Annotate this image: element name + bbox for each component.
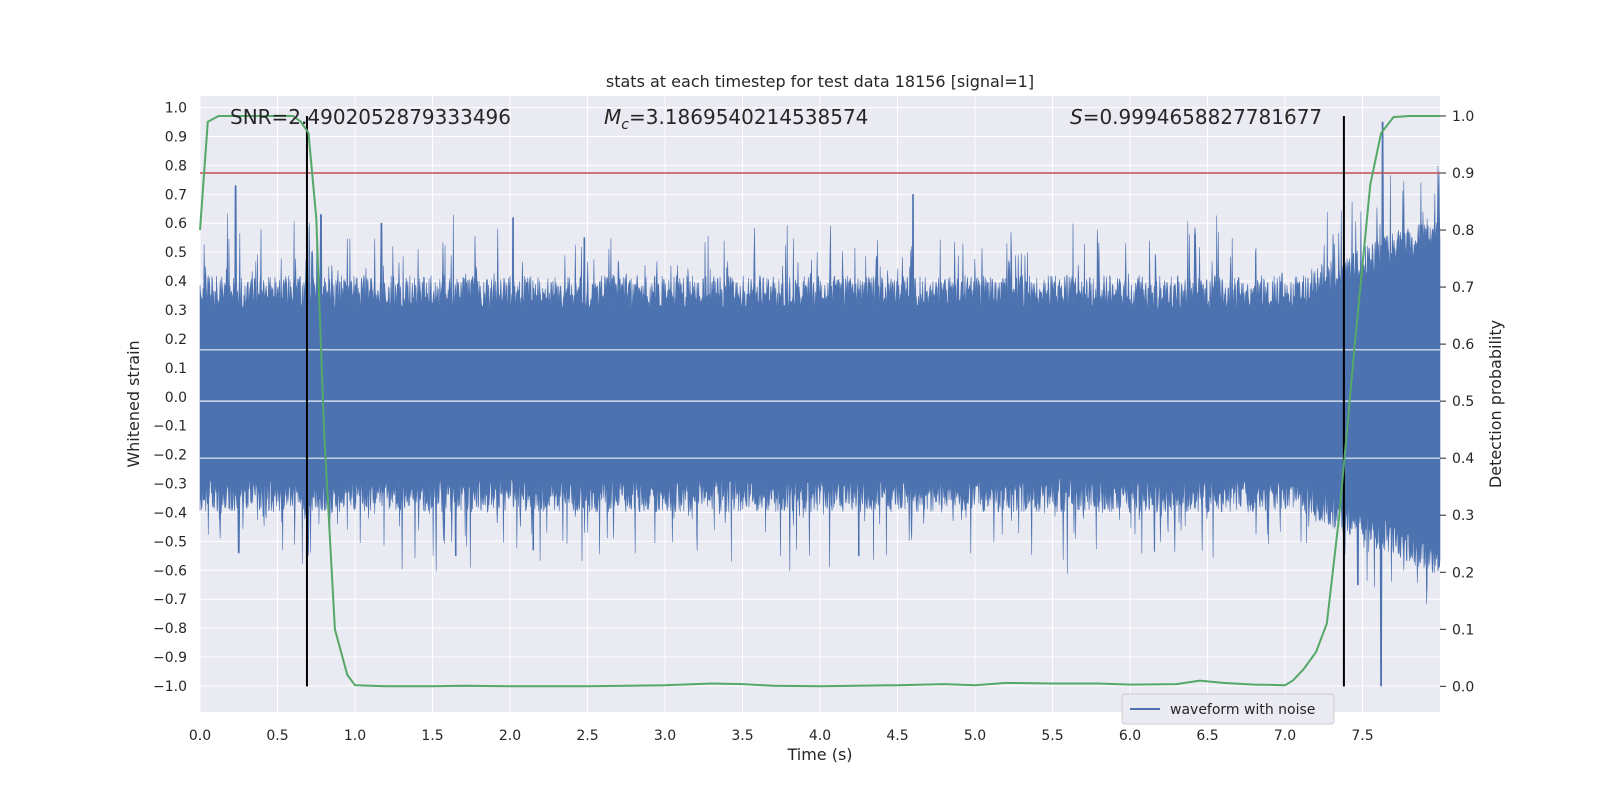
- y-right-tick-label: 0.7: [1452, 280, 1474, 296]
- y-left-tick-label: −0.5: [153, 534, 187, 550]
- y-right-tick-label: 0.8: [1452, 223, 1474, 239]
- y-right-tick-label: 0.2: [1452, 565, 1474, 581]
- x-tick-label: 0.0: [189, 728, 211, 744]
- y-left-tick-label: 0.9: [165, 129, 187, 145]
- score-annotation: S=0.9994658827781677: [1070, 105, 1322, 129]
- x-tick-label: 7.5: [1351, 728, 1373, 744]
- x-axis-label: Time (s): [786, 745, 852, 764]
- snr-annotation: SNR=2.4902052879333496: [230, 105, 511, 129]
- waveform-series: [199, 121, 1441, 687]
- y-left-tick-label: −0.6: [153, 563, 187, 579]
- y-left-tick-label: 0.3: [165, 303, 187, 319]
- x-tick-label: 3.0: [654, 728, 676, 744]
- tick-labels: 0.0 0.5 1.0 1.5 2.0 2.5 3.0 3.5 4.0 4.5 5.0 5.5 6.0 6…: [153, 101, 1474, 744]
- y-left-tick-label: −0.8: [153, 621, 187, 637]
- y-axis-label-right: Detection probability: [1486, 320, 1505, 488]
- x-tick-label: 1.0: [344, 728, 366, 744]
- y-left-tick-label: −0.1: [153, 419, 187, 435]
- x-tick-label: 2.0: [499, 728, 521, 744]
- y-left-tick-label: −0.2: [153, 448, 187, 464]
- y-left-tick-label: 0.6: [165, 216, 187, 232]
- y-right-tick-label: 0.4: [1452, 451, 1474, 467]
- y-axis-label-left: Whitened strain: [124, 340, 143, 467]
- y-left-tick-label: 0.8: [165, 158, 187, 174]
- y-left-tick-label: −0.7: [153, 592, 187, 608]
- y-left-tick-label: 0.5: [165, 245, 187, 261]
- y-right-tick-label: 0.5: [1452, 394, 1474, 410]
- x-tick-label: 7.0: [1274, 728, 1296, 744]
- y-left-tick-label: 0.7: [165, 187, 187, 203]
- x-tick-label: 3.5: [731, 728, 753, 744]
- y-left-tick-label: 1.0: [165, 101, 187, 117]
- y-left-tick-label: 0.2: [165, 332, 187, 348]
- y-left-tick-label: −0.9: [153, 650, 187, 666]
- probability-line: [199, 115, 1440, 688]
- y-left-tick-label: −1.0: [153, 679, 187, 695]
- y-left-tick-label: 0.4: [165, 274, 187, 290]
- overlay: [199, 115, 1440, 688]
- x-tick-label: 6.0: [1119, 728, 1141, 744]
- y-right-tick-label: 0.3: [1452, 508, 1474, 524]
- x-tick-label: 5.0: [964, 728, 986, 744]
- x-tick-label: 4.0: [809, 728, 831, 744]
- x-tick-label: 2.5: [576, 728, 598, 744]
- chirp-mass-symbol: M: [604, 105, 621, 129]
- y-right-tick-label: 0.9: [1452, 166, 1474, 182]
- chirp-mass-value: =3.1869540214538574: [629, 105, 868, 129]
- y-left-tick-label: 0.1: [165, 361, 187, 377]
- legend-label: waveform with noise: [1170, 702, 1315, 718]
- y-left-tick-label: 0.0: [165, 390, 187, 406]
- y-right-tick-label: 0.0: [1452, 679, 1474, 695]
- x-tick-label: 5.5: [1041, 728, 1063, 744]
- chirp-mass-annotation: Mc=3.1869540214538574: [604, 105, 868, 133]
- x-tick-label: 0.5: [266, 728, 288, 744]
- legend: waveform with noise: [1121, 693, 1335, 725]
- score-value: =0.9994658827781677: [1083, 105, 1322, 129]
- y-right-tick-label: 1.0: [1452, 109, 1474, 125]
- x-tick-label: 4.5: [886, 728, 908, 744]
- y-left-tick-label: −0.3: [153, 477, 187, 493]
- y-right-tick-label: 0.6: [1452, 337, 1474, 353]
- chirp-mass-subscript: c: [621, 117, 629, 133]
- x-tick-label: 1.5: [421, 728, 443, 744]
- y-right-tick-label: 0.1: [1452, 622, 1474, 638]
- legend-box: [1121, 693, 1335, 725]
- score-symbol: S: [1070, 105, 1083, 129]
- waveform-line: [199, 121, 1441, 687]
- y-left-tick-label: −0.4: [153, 505, 187, 521]
- x-tick-label: 6.5: [1196, 728, 1218, 744]
- chart-title: stats at each timestep for test data 181…: [606, 72, 1034, 91]
